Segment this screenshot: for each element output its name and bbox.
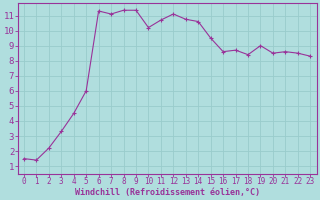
X-axis label: Windchill (Refroidissement éolien,°C): Windchill (Refroidissement éolien,°C) (75, 188, 260, 197)
